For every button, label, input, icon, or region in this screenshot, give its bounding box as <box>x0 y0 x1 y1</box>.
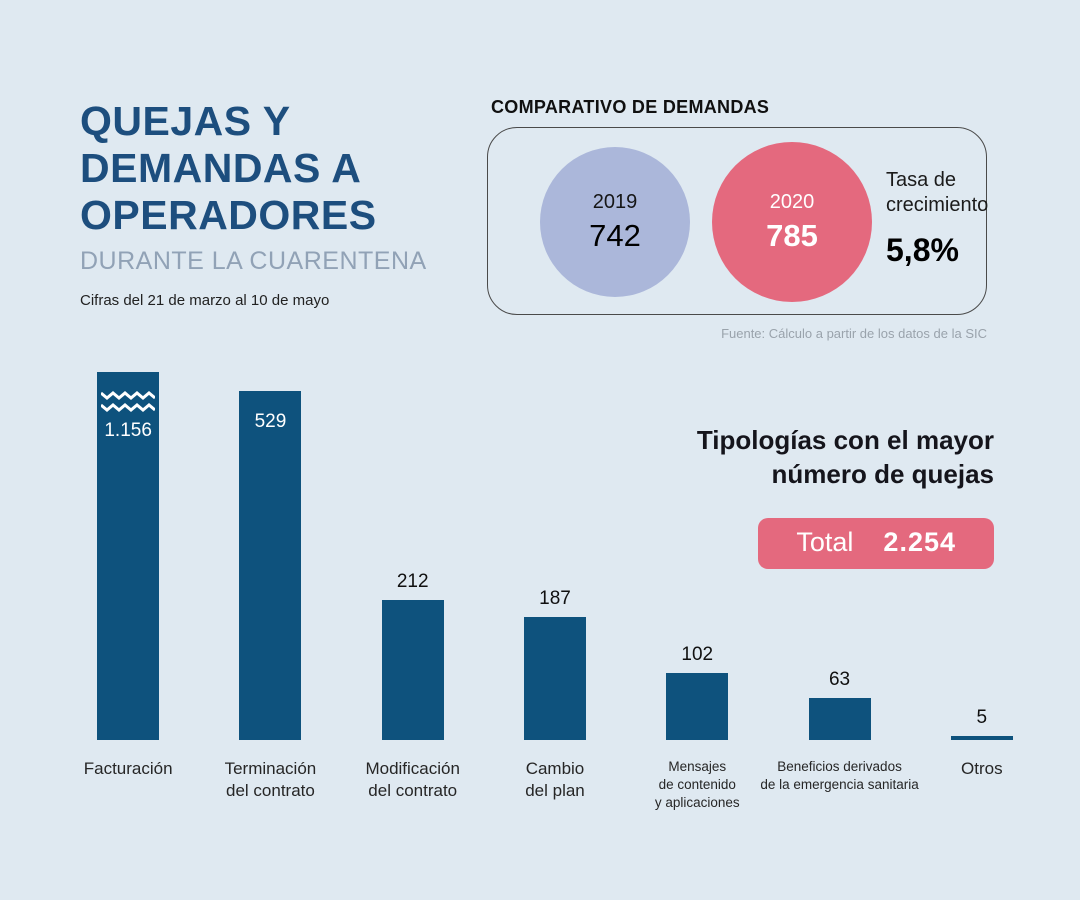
bar-chart: 1.156 Facturación 529 Terminación del contra… <box>57 360 1053 810</box>
year-label-2019: 2019 <box>592 190 638 213</box>
typology-title-line: número de quejas <box>771 458 995 489</box>
bar-group: 1.156 Facturación <box>57 360 199 778</box>
bar <box>808 698 871 740</box>
bar-group: 212 Modificación del contrato <box>342 360 484 800</box>
comparison-box: 2019 742 2020 785 Tasa de crecimiento 5,… <box>487 127 988 315</box>
bar-category-label: Cambio del plan <box>525 759 585 801</box>
bar-value-label: 63 <box>828 669 851 690</box>
bar-value-label: 529 <box>254 411 287 432</box>
bar-category-label: Modificación del contrato <box>365 759 460 801</box>
total-value: 2.254 <box>883 526 956 557</box>
circle-2020: 2020 785 <box>712 142 872 302</box>
header: QUEJAS Y DEMANDAS A OPERADORES DURANTE L… <box>80 98 427 309</box>
bar-category-label: Mensajes de contenido y aplicaciones <box>654 759 740 811</box>
year-value-2020: 785 <box>766 217 818 253</box>
bar-category-label: Facturación <box>83 759 173 778</box>
comparison-section: COMPARATIVO DE DEMANDAS 2019 742 2020 78… <box>487 97 988 341</box>
typology-title: Tipologías con el mayor número de quejas <box>697 424 994 492</box>
comparison-title: COMPARATIVO DE DEMANDAS <box>491 97 770 117</box>
growth-value: 5,8% <box>886 232 959 268</box>
bar-category-label: Terminación del contrato <box>224 759 317 801</box>
year-label-2020: 2020 <box>769 190 815 213</box>
typology-block: Tipologías con el mayor número de quejas… <box>697 424 994 569</box>
total-pill: Total 2.254 <box>758 517 994 569</box>
bar-group: 187 Cambio del plan <box>484 360 626 800</box>
bar <box>950 736 1013 740</box>
bar-group: 529 Terminación del contrato <box>199 360 341 800</box>
bar <box>381 600 444 740</box>
bar-value-label: 187 <box>539 588 571 609</box>
bar-value-label: 212 <box>396 571 429 592</box>
bar <box>666 673 729 740</box>
period-note: Cifras del 21 de marzo al 10 de mayo <box>80 292 330 309</box>
title-line: OPERADORES <box>80 192 377 238</box>
growth-block: Tasa de crecimiento 5,8% <box>886 168 994 269</box>
bar-category-label: Beneficios derivados de la emergencia san… <box>760 759 919 793</box>
bar-group: 5 Otros <box>911 360 1053 778</box>
bar: 1.156 <box>97 372 160 740</box>
title-line: DEMANDAS A <box>80 145 362 191</box>
bar-value-label: 1.156 <box>104 420 152 441</box>
year-value-2019: 742 <box>589 217 641 253</box>
page-title: QUEJAS Y DEMANDAS A OPERADORES <box>80 98 427 239</box>
bar: 529 <box>239 391 302 740</box>
axis-break-icon <box>101 391 156 412</box>
bar-category-label: Otros <box>961 759 1003 778</box>
bar-group: 63 Beneficios derivados de la emergencia s… <box>760 360 918 792</box>
source-note: Fuente: Cálculo a partir de los datos de… <box>721 326 987 341</box>
bar <box>523 617 586 740</box>
bar-value-label: 5 <box>976 707 988 728</box>
bar-value-label: 102 <box>681 644 714 665</box>
title-line: QUEJAS Y <box>80 98 291 144</box>
subtitle: DURANTE LA CUARENTENA <box>80 247 427 275</box>
circle-2019: 2019 742 <box>540 147 690 297</box>
bar-group: 102 Mensajes de contenido y aplicaciones <box>626 360 768 810</box>
growth-label: Tasa de crecimiento <box>886 169 989 216</box>
typology-title-line: Tipologías con el mayor <box>696 425 994 455</box>
total-label: Total <box>796 526 854 557</box>
